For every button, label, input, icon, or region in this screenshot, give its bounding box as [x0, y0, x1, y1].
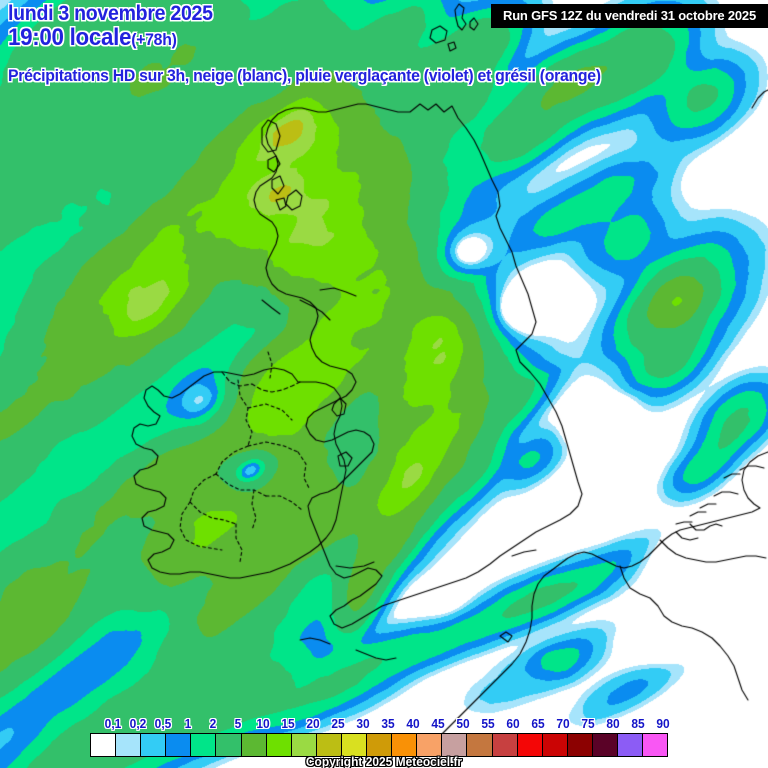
legend-label-10: 30 [356, 716, 370, 731]
legend-swatch-0 [91, 734, 117, 756]
legend-label-14: 50 [456, 716, 470, 731]
legend-swatch-9 [316, 734, 342, 756]
legend-label-6: 10 [256, 716, 270, 731]
legend-label-4: 2 [209, 716, 217, 731]
legend-label-13: 45 [431, 716, 445, 731]
legend-swatch-6 [241, 734, 267, 756]
legend-swatch-21 [617, 734, 644, 756]
legend-label-9: 25 [331, 716, 345, 731]
legend-label-2: 0,5 [154, 716, 172, 731]
legend-label-11: 35 [381, 716, 395, 731]
legend-swatch-20 [592, 734, 618, 756]
legend-swatch-11 [367, 734, 393, 756]
legend-label-5: 5 [234, 716, 242, 731]
legend-label-21: 85 [631, 716, 645, 731]
legend-swatch-19 [567, 734, 593, 756]
legend-swatch-17 [517, 734, 543, 756]
legend-swatch-18 [542, 734, 568, 756]
legend-label-19: 75 [581, 716, 595, 731]
legend-swatch-15 [467, 734, 493, 756]
legend-swatch-22 [643, 734, 668, 756]
legend-swatch-4 [191, 734, 217, 756]
legend-swatch-2 [141, 734, 167, 756]
legend-swatch-5 [216, 734, 242, 756]
legend-swatch-7 [266, 734, 292, 756]
legend-swatch-13 [417, 734, 443, 756]
legend-label-16: 60 [506, 716, 520, 731]
legend-tick-labels: 0,1 0,2 0,5 1 2 5 10 15 20 25 30 35 40 45 50 55 60 65 70 75… [0, 716, 768, 732]
legend-swatch-10 [341, 734, 368, 756]
legend-label-20: 80 [606, 716, 620, 731]
legend-swatch-12 [392, 734, 418, 756]
precipitation-legend: 0,1 0,2 0,5 1 2 5 10 15 20 25 30 35 40 45 50 55 60 65 70 75… [0, 708, 768, 768]
legend-label-0: 0,1 [104, 716, 122, 731]
legend-label-18: 70 [556, 716, 570, 731]
legend-swatch-8 [291, 734, 317, 756]
legend-label-7: 15 [281, 716, 295, 731]
legend-swatch-3 [166, 734, 192, 756]
legend-swatch-1 [116, 734, 142, 756]
legend-label-8: 20 [306, 716, 320, 731]
legend-label-22: 90 [656, 716, 670, 731]
model-run-badge: Run GFS 12Z du vendredi 31 octobre 2025 [491, 4, 768, 28]
legend-label-3: 1 [184, 716, 192, 731]
legend-label-12: 40 [406, 716, 420, 731]
legend-swatch-14 [442, 734, 468, 756]
legend-color-bar [90, 733, 669, 757]
legend-label-15: 55 [481, 716, 495, 731]
legend-label-1: 0,2 [129, 716, 147, 731]
legend-label-17: 65 [531, 716, 545, 731]
legend-swatch-16 [492, 734, 518, 756]
